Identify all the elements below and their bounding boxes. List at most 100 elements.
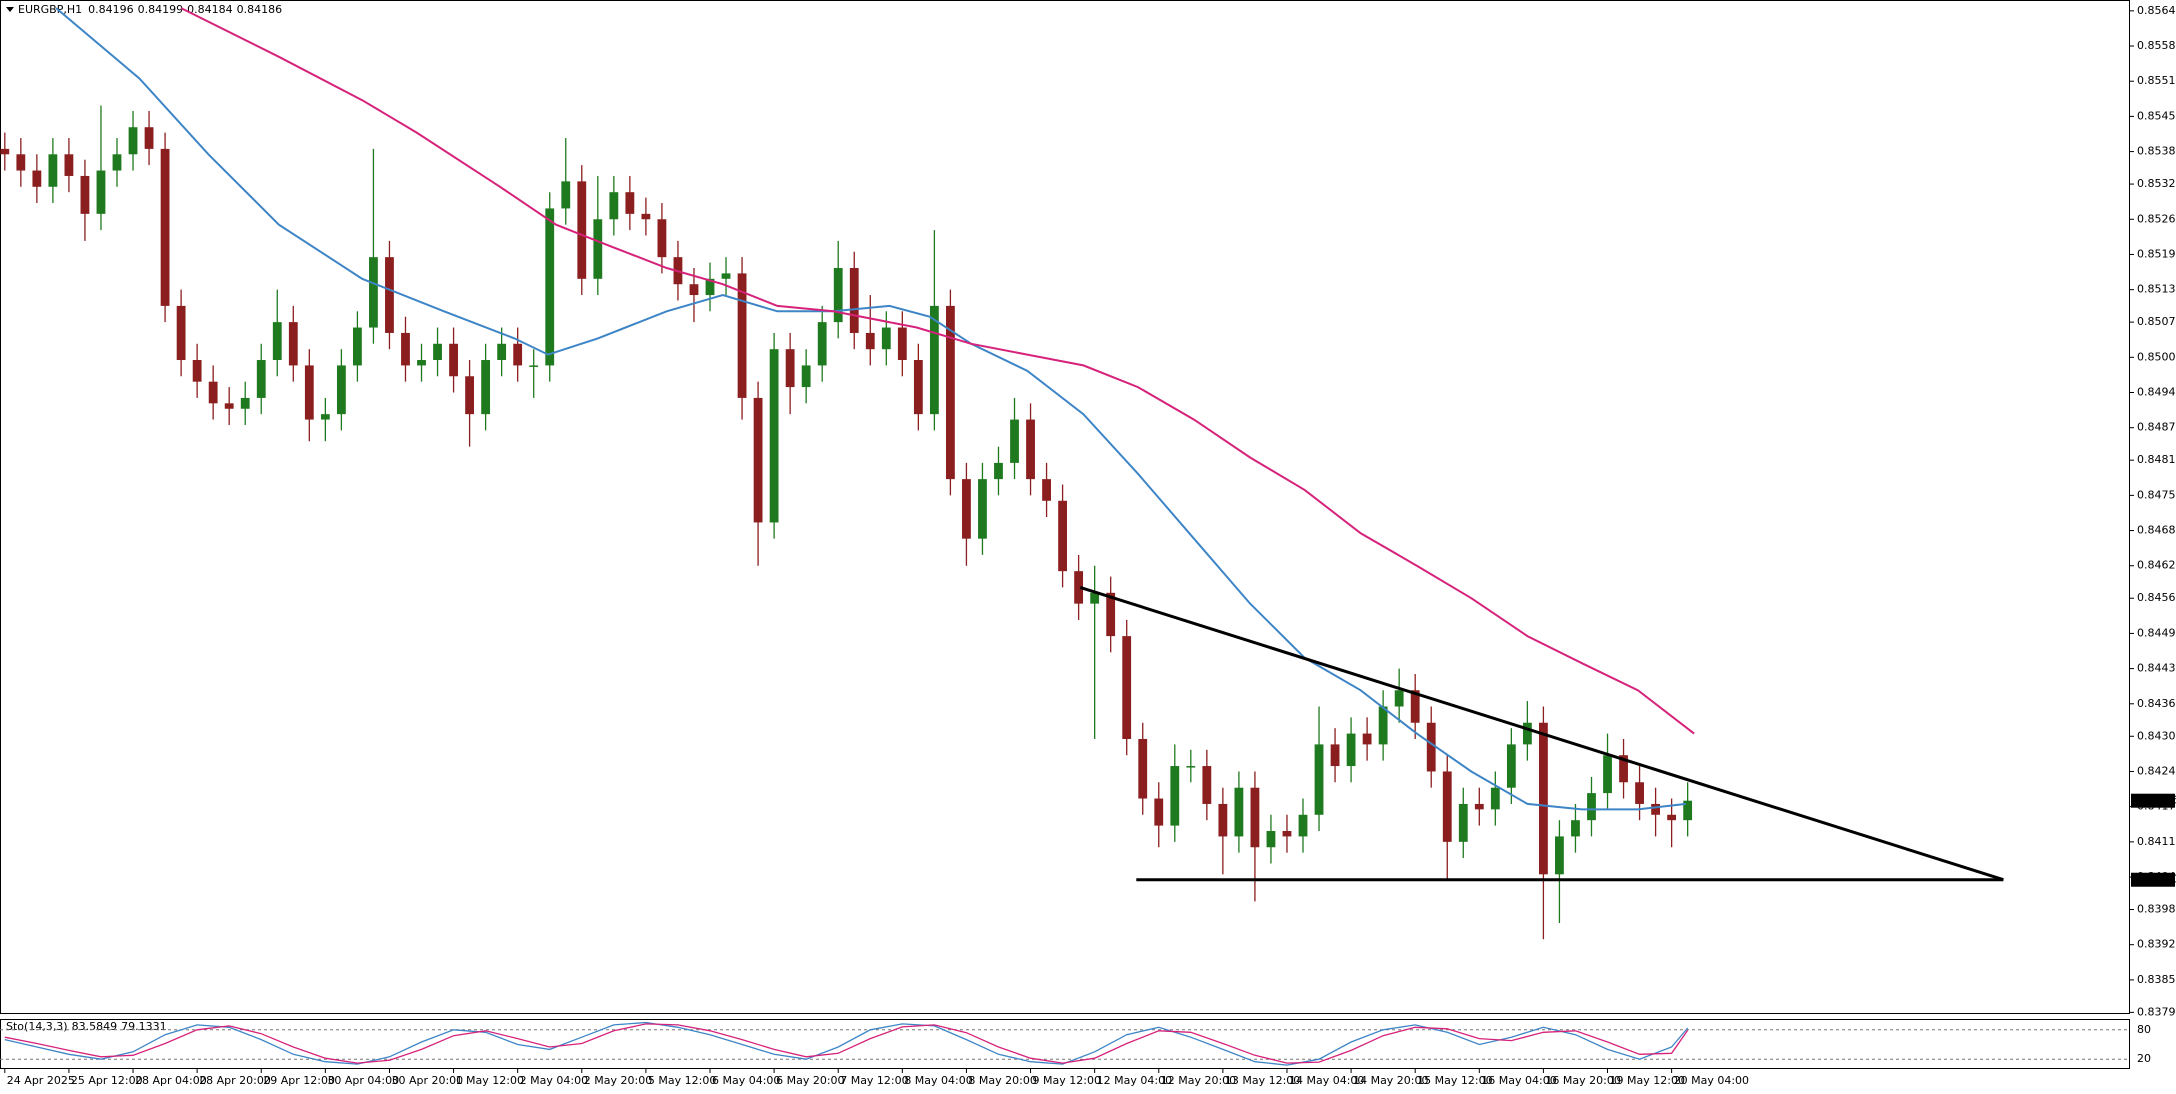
y-tick-label: 0.84875 xyxy=(2137,421,2176,434)
candle-body xyxy=(833,267,843,323)
x-tick-label: 7 May 12:00 xyxy=(840,1074,908,1087)
candle-body xyxy=(1250,787,1260,848)
candle-body xyxy=(160,148,170,306)
candle-body xyxy=(705,278,715,296)
x-tick-label: 9 May 12:00 xyxy=(1033,1074,1101,1087)
candle-body xyxy=(1042,479,1051,501)
candle-body xyxy=(625,192,635,214)
candle-body xyxy=(128,127,138,155)
x-tick-label: 28 Apr 20:00 xyxy=(199,1074,271,1087)
x-tick-label: 13 May 12:00 xyxy=(1225,1074,1300,1087)
x-tick-label: 2 May 20:00 xyxy=(584,1074,652,1087)
candle-body xyxy=(1298,814,1308,837)
symbol-quote: EURGBP,H1 0.84196 0.84199 0.84184 0.84186 xyxy=(18,3,282,16)
candle-body xyxy=(32,170,42,187)
x-tick-label: 16 May 04:00 xyxy=(1481,1074,1556,1087)
candle-body xyxy=(945,305,955,480)
indicator-line xyxy=(4,1021,1689,1066)
trend-line xyxy=(1079,585,2004,882)
candle-body xyxy=(1378,706,1388,745)
candle-body xyxy=(1442,771,1452,842)
candle-body xyxy=(1506,744,1516,788)
x-tick-label: 24 Apr 2025 xyxy=(7,1074,75,1087)
candle-body xyxy=(16,154,26,171)
x-tick-label: 14 May 20:00 xyxy=(1353,1074,1428,1087)
candle-body xyxy=(1074,571,1084,604)
candle-body xyxy=(1619,755,1628,783)
candle-body xyxy=(1058,500,1068,572)
y-tick-label: 0.85005 xyxy=(2137,350,2176,363)
quote-high: 0.84199 xyxy=(138,3,184,16)
candle-body xyxy=(1138,738,1148,799)
candle-body xyxy=(208,381,218,404)
candle-body xyxy=(272,322,282,361)
x-tick-label: 29 Apr 12:00 xyxy=(263,1074,335,1087)
candle-body xyxy=(336,365,346,415)
y-tick-label: 0.83855 xyxy=(2137,973,2176,986)
candle-body xyxy=(417,360,426,366)
candle-body xyxy=(224,403,234,409)
x-tick-label: 12 May 20:00 xyxy=(1161,1074,1236,1087)
candle-body xyxy=(769,349,779,523)
candle-body xyxy=(1282,831,1292,837)
y-tick-label: 0.84685 xyxy=(2137,524,2176,537)
candle-body xyxy=(865,332,875,350)
quote-open: 0.84196 xyxy=(88,3,134,16)
x-tick-label: 8 May 04:00 xyxy=(904,1074,972,1087)
indicator-panel-border xyxy=(0,1019,2130,1069)
x-tick-label: 5 May 12:00 xyxy=(648,1074,716,1087)
candle-body xyxy=(176,305,186,361)
candle-body xyxy=(1266,831,1276,848)
candle-body xyxy=(1490,787,1500,810)
candle-body xyxy=(112,154,122,171)
candle-body xyxy=(609,192,619,220)
candle-body xyxy=(849,267,859,333)
candle-body xyxy=(1555,836,1564,875)
x-tick-label: 2 May 04:00 xyxy=(520,1074,588,1087)
candle-body xyxy=(737,273,747,398)
x-tick-label: 1 May 12:00 xyxy=(456,1074,524,1087)
y-tick-label: 0.83795 xyxy=(2137,1005,2176,1018)
candle-body xyxy=(1106,592,1116,637)
candle-body xyxy=(785,349,795,388)
x-tick-label: 16 May 20:00 xyxy=(1545,1074,1620,1087)
candle-body xyxy=(304,365,314,420)
candle-body xyxy=(561,181,571,209)
candle-body xyxy=(1587,793,1596,821)
quote-close: 0.84186 xyxy=(237,3,283,16)
candle-body xyxy=(801,365,811,388)
candle-body xyxy=(929,305,939,415)
level-label-box xyxy=(2131,872,2175,887)
candle-body xyxy=(1154,798,1164,826)
candle-body xyxy=(545,208,555,366)
y-tick-label: 0.85645 xyxy=(2137,4,2176,17)
candle-body xyxy=(897,327,907,361)
candle-body xyxy=(529,365,539,367)
x-tick-label: 19 May 12:00 xyxy=(1610,1074,1685,1087)
candle-body xyxy=(994,462,1003,480)
candle-body xyxy=(641,213,651,220)
x-tick-label: 12 May 04:00 xyxy=(1097,1074,1172,1087)
symbol: EURGBP,H1 xyxy=(18,3,82,16)
candle-body xyxy=(288,322,298,366)
indicator-line xyxy=(4,1023,1689,1064)
candle-body xyxy=(1426,722,1436,772)
x-tick-label: 25 Apr 12:00 xyxy=(71,1074,143,1087)
candle-body xyxy=(1010,419,1019,463)
candle-body xyxy=(1667,814,1677,821)
y-tick-label: 0.85325 xyxy=(2137,177,2176,190)
x-tick-label: 6 May 20:00 xyxy=(776,1074,844,1087)
candle-body xyxy=(240,397,250,409)
candle-body xyxy=(385,257,394,333)
candle-body xyxy=(689,284,699,296)
x-tick-label: 20 May 04:00 xyxy=(1674,1074,1749,1087)
